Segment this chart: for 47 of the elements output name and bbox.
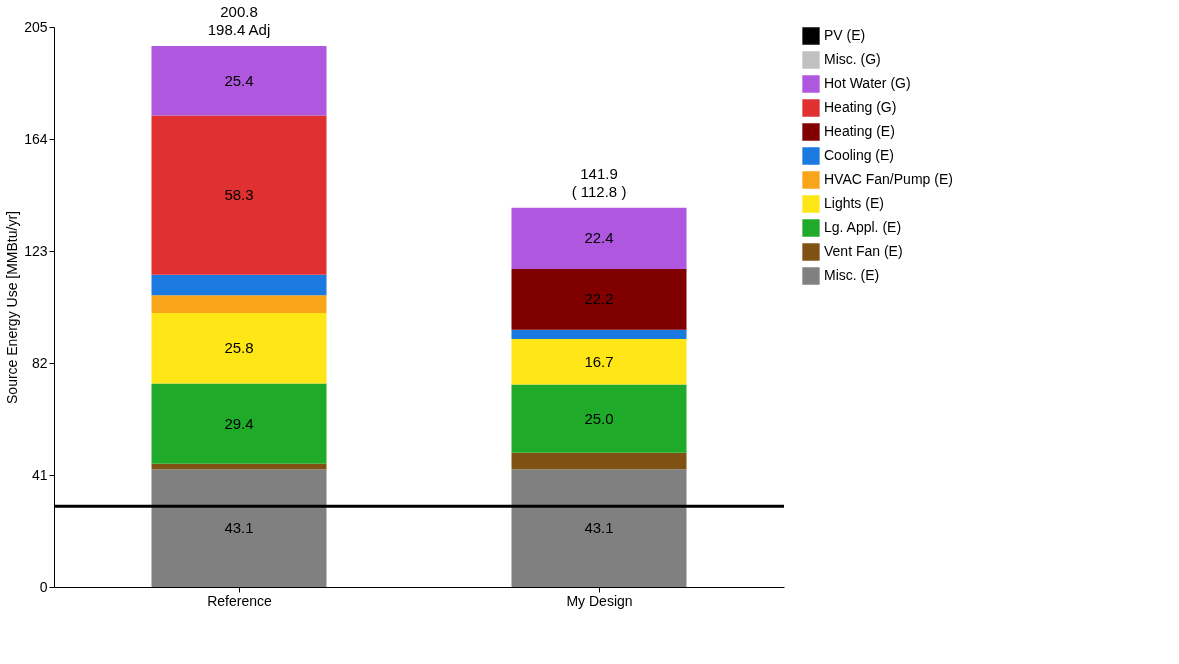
legend-label: PV (E): [824, 27, 866, 43]
y-tick-label: 123: [24, 242, 48, 259]
data-label: 43.1: [224, 519, 254, 537]
data-label: 25.0: [584, 409, 614, 427]
legend-label: Vent Fan (E): [824, 243, 903, 259]
bar: [151, 313, 327, 384]
bar: [511, 338, 687, 385]
legend-label: HVAC Fan/Pump (E): [824, 171, 953, 187]
y-tick-label: 41: [31, 466, 48, 483]
bar: [151, 463, 327, 470]
legend-label: Misc. (E): [824, 267, 880, 283]
bar: [151, 295, 327, 314]
bar: [511, 269, 687, 330]
y-tick-label: 205: [24, 18, 48, 35]
y-tick-label: 164: [24, 130, 48, 147]
data-label: 43.1: [584, 519, 614, 537]
y-tick-label: 0: [39, 578, 48, 595]
annotation: 141.9 ( 112.8 ): [571, 164, 627, 200]
bar: [511, 384, 687, 453]
legend-label: Cooling (E): [824, 147, 895, 163]
bar: [151, 46, 327, 116]
annotation: 200.8 198.4 Adj: [207, 3, 271, 39]
bar: [151, 115, 327, 275]
data-label: 25.8: [224, 339, 254, 357]
bar: [511, 329, 687, 339]
bar: [511, 452, 687, 470]
bar: [511, 207, 687, 270]
data-label: 22.2: [584, 290, 614, 308]
y-tick-label: 82: [31, 354, 48, 371]
bar: [151, 383, 327, 464]
bar: [151, 274, 327, 296]
legend-label: Lights (E): [824, 195, 884, 211]
legend-label: Lg. Appl. (E): [824, 219, 902, 235]
bar: [511, 469, 687, 587]
data-label: 25.4: [224, 71, 254, 89]
x-tick-label: Reference: [207, 592, 273, 609]
data-label: 22.4: [584, 229, 614, 247]
y-axis-title: Source Energy Use [MMBtu/yr]: [4, 211, 21, 404]
legend-label: Hot Water (G): [824, 75, 911, 91]
legend-label: Heating (G): [824, 99, 897, 115]
data-label: 58.3: [224, 186, 254, 204]
data-label: 29.4: [224, 414, 254, 432]
bar: [151, 469, 327, 587]
data-label: 16.7: [584, 352, 614, 370]
legend-label: Heating (E): [824, 123, 895, 139]
x-tick-label: My Design: [566, 592, 633, 609]
legend-label: Misc. (G): [824, 51, 881, 67]
